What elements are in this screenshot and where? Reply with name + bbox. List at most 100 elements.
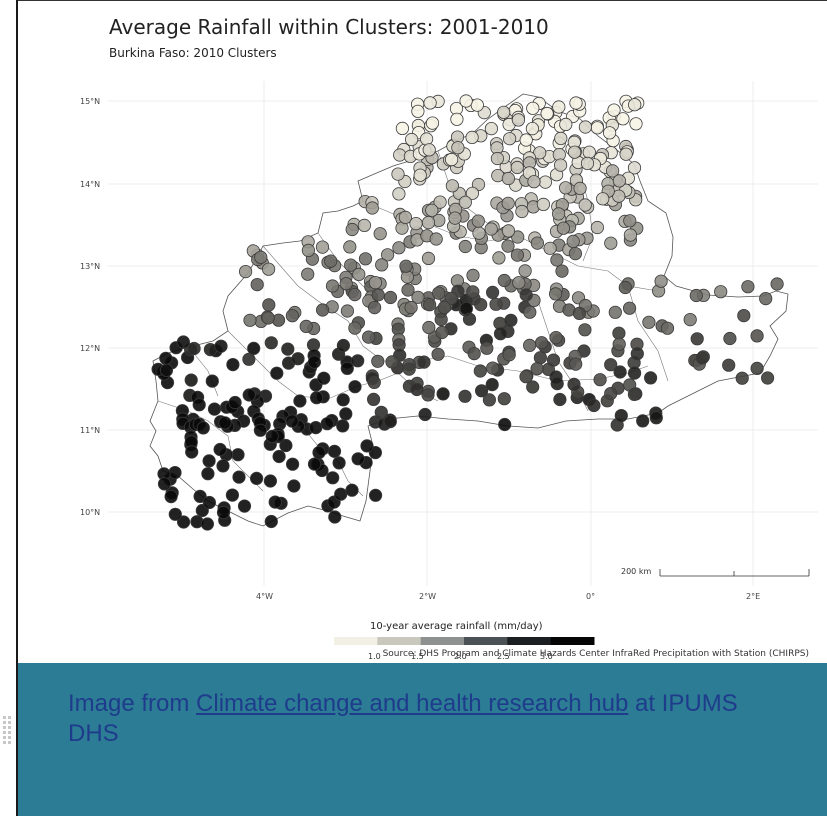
cluster-point xyxy=(373,227,387,241)
cluster-point xyxy=(250,471,264,485)
cluster-point xyxy=(200,517,214,531)
cluster-point xyxy=(268,495,282,509)
cluster-point xyxy=(422,298,437,312)
cluster-point xyxy=(392,241,406,255)
cluster-point xyxy=(357,218,371,232)
cluster-point xyxy=(218,416,232,430)
cluster-point xyxy=(459,94,473,108)
cluster-point xyxy=(504,313,518,327)
cluster-point xyxy=(543,241,557,255)
cluster-point xyxy=(281,342,295,356)
cluster-point xyxy=(604,358,618,372)
cluster-point xyxy=(518,264,532,278)
cluster-point xyxy=(530,362,544,376)
cluster-point xyxy=(340,361,354,375)
cluster-point xyxy=(433,195,447,209)
cluster-point xyxy=(580,156,595,170)
cluster-point xyxy=(285,309,299,323)
cluster-point xyxy=(366,392,381,406)
cluster-point xyxy=(399,259,413,273)
lat-label: 10°N xyxy=(80,508,100,517)
cluster-point xyxy=(429,232,443,246)
cluster-point xyxy=(345,483,359,497)
cluster-point xyxy=(502,132,517,146)
cluster-point xyxy=(411,104,425,118)
cluster-point xyxy=(159,351,173,365)
caption-link[interactable]: Climate change and health research hub xyxy=(196,690,629,717)
cluster-point xyxy=(485,285,500,299)
cluster-point xyxy=(490,151,504,166)
cluster-point xyxy=(205,374,219,388)
cluster-point xyxy=(242,352,256,366)
cluster-point xyxy=(351,452,365,466)
cluster-point xyxy=(339,277,353,291)
cluster-point xyxy=(421,251,436,265)
latitude-labels: 15°N 14°N 13°N 12°N 11°N 10°N xyxy=(80,97,100,517)
cluster-point xyxy=(168,465,182,480)
cluster-point xyxy=(423,96,437,110)
cluster-point xyxy=(228,395,242,410)
cluster-point xyxy=(285,414,299,428)
cluster-point xyxy=(498,417,512,432)
cluster-point xyxy=(261,311,275,325)
map-title: Average Rainfall within Clusters: 2001-2… xyxy=(109,15,549,39)
cluster-point xyxy=(202,495,216,510)
cluster-point xyxy=(332,456,346,470)
cluster-point xyxy=(550,376,564,391)
legend-tick: 3.0 xyxy=(540,652,553,661)
cluster-point xyxy=(401,283,415,297)
cluster-point xyxy=(497,392,511,406)
cluster-point xyxy=(596,192,610,206)
cluster-point xyxy=(371,354,385,368)
cluster-point xyxy=(642,315,656,329)
cluster-point xyxy=(422,320,436,335)
longitude-labels: 4°W 2°W 0° 2°E xyxy=(256,592,760,601)
cluster-point xyxy=(578,120,593,134)
cluster-point xyxy=(279,438,293,453)
lat-label: 12°N xyxy=(80,344,100,353)
cluster-point xyxy=(587,398,601,413)
cluster-point xyxy=(272,449,286,464)
cluster-point xyxy=(493,327,508,341)
cluster-point xyxy=(590,220,605,235)
cluster-point xyxy=(348,287,362,302)
cluster-point xyxy=(770,277,784,291)
cluster-point xyxy=(649,411,663,425)
cluster-point xyxy=(365,201,379,215)
cluster-point xyxy=(593,373,607,387)
cluster-point xyxy=(607,103,621,117)
cluster-point xyxy=(458,239,472,254)
cluster-point xyxy=(722,358,736,372)
caption-text: Image from Climate change and health res… xyxy=(68,689,788,749)
cluster-point xyxy=(358,252,373,266)
cluster-point xyxy=(185,445,199,459)
rainfall-map: Average Rainfall within Clusters: 2001-2… xyxy=(80,15,818,661)
cluster-point xyxy=(317,371,331,385)
cluster-point xyxy=(467,346,481,361)
cluster-point xyxy=(526,101,540,115)
cluster-point xyxy=(422,143,436,157)
cluster-point xyxy=(352,267,366,281)
cluster-point xyxy=(291,352,305,366)
cluster-point xyxy=(436,387,450,401)
cluster-point xyxy=(336,393,350,407)
cluster-point xyxy=(421,388,435,402)
cluster-point xyxy=(253,423,267,437)
lon-label: 4°W xyxy=(256,592,273,601)
cluster-point xyxy=(263,474,277,488)
cluster-point xyxy=(643,371,658,385)
cluster-point xyxy=(515,204,529,219)
cluster-point xyxy=(451,141,465,155)
cluster-point xyxy=(690,332,704,346)
cluster-point xyxy=(683,312,697,327)
cluster-point xyxy=(237,499,252,513)
cluster-point xyxy=(604,236,618,250)
cluster-point xyxy=(264,514,278,529)
cluster-point xyxy=(572,306,587,320)
cluster-point xyxy=(177,515,191,529)
legend-swatch xyxy=(334,637,378,645)
cluster-point xyxy=(501,171,515,186)
cluster-point xyxy=(629,117,643,131)
cluster-point xyxy=(750,361,764,375)
cluster-point xyxy=(462,312,477,326)
